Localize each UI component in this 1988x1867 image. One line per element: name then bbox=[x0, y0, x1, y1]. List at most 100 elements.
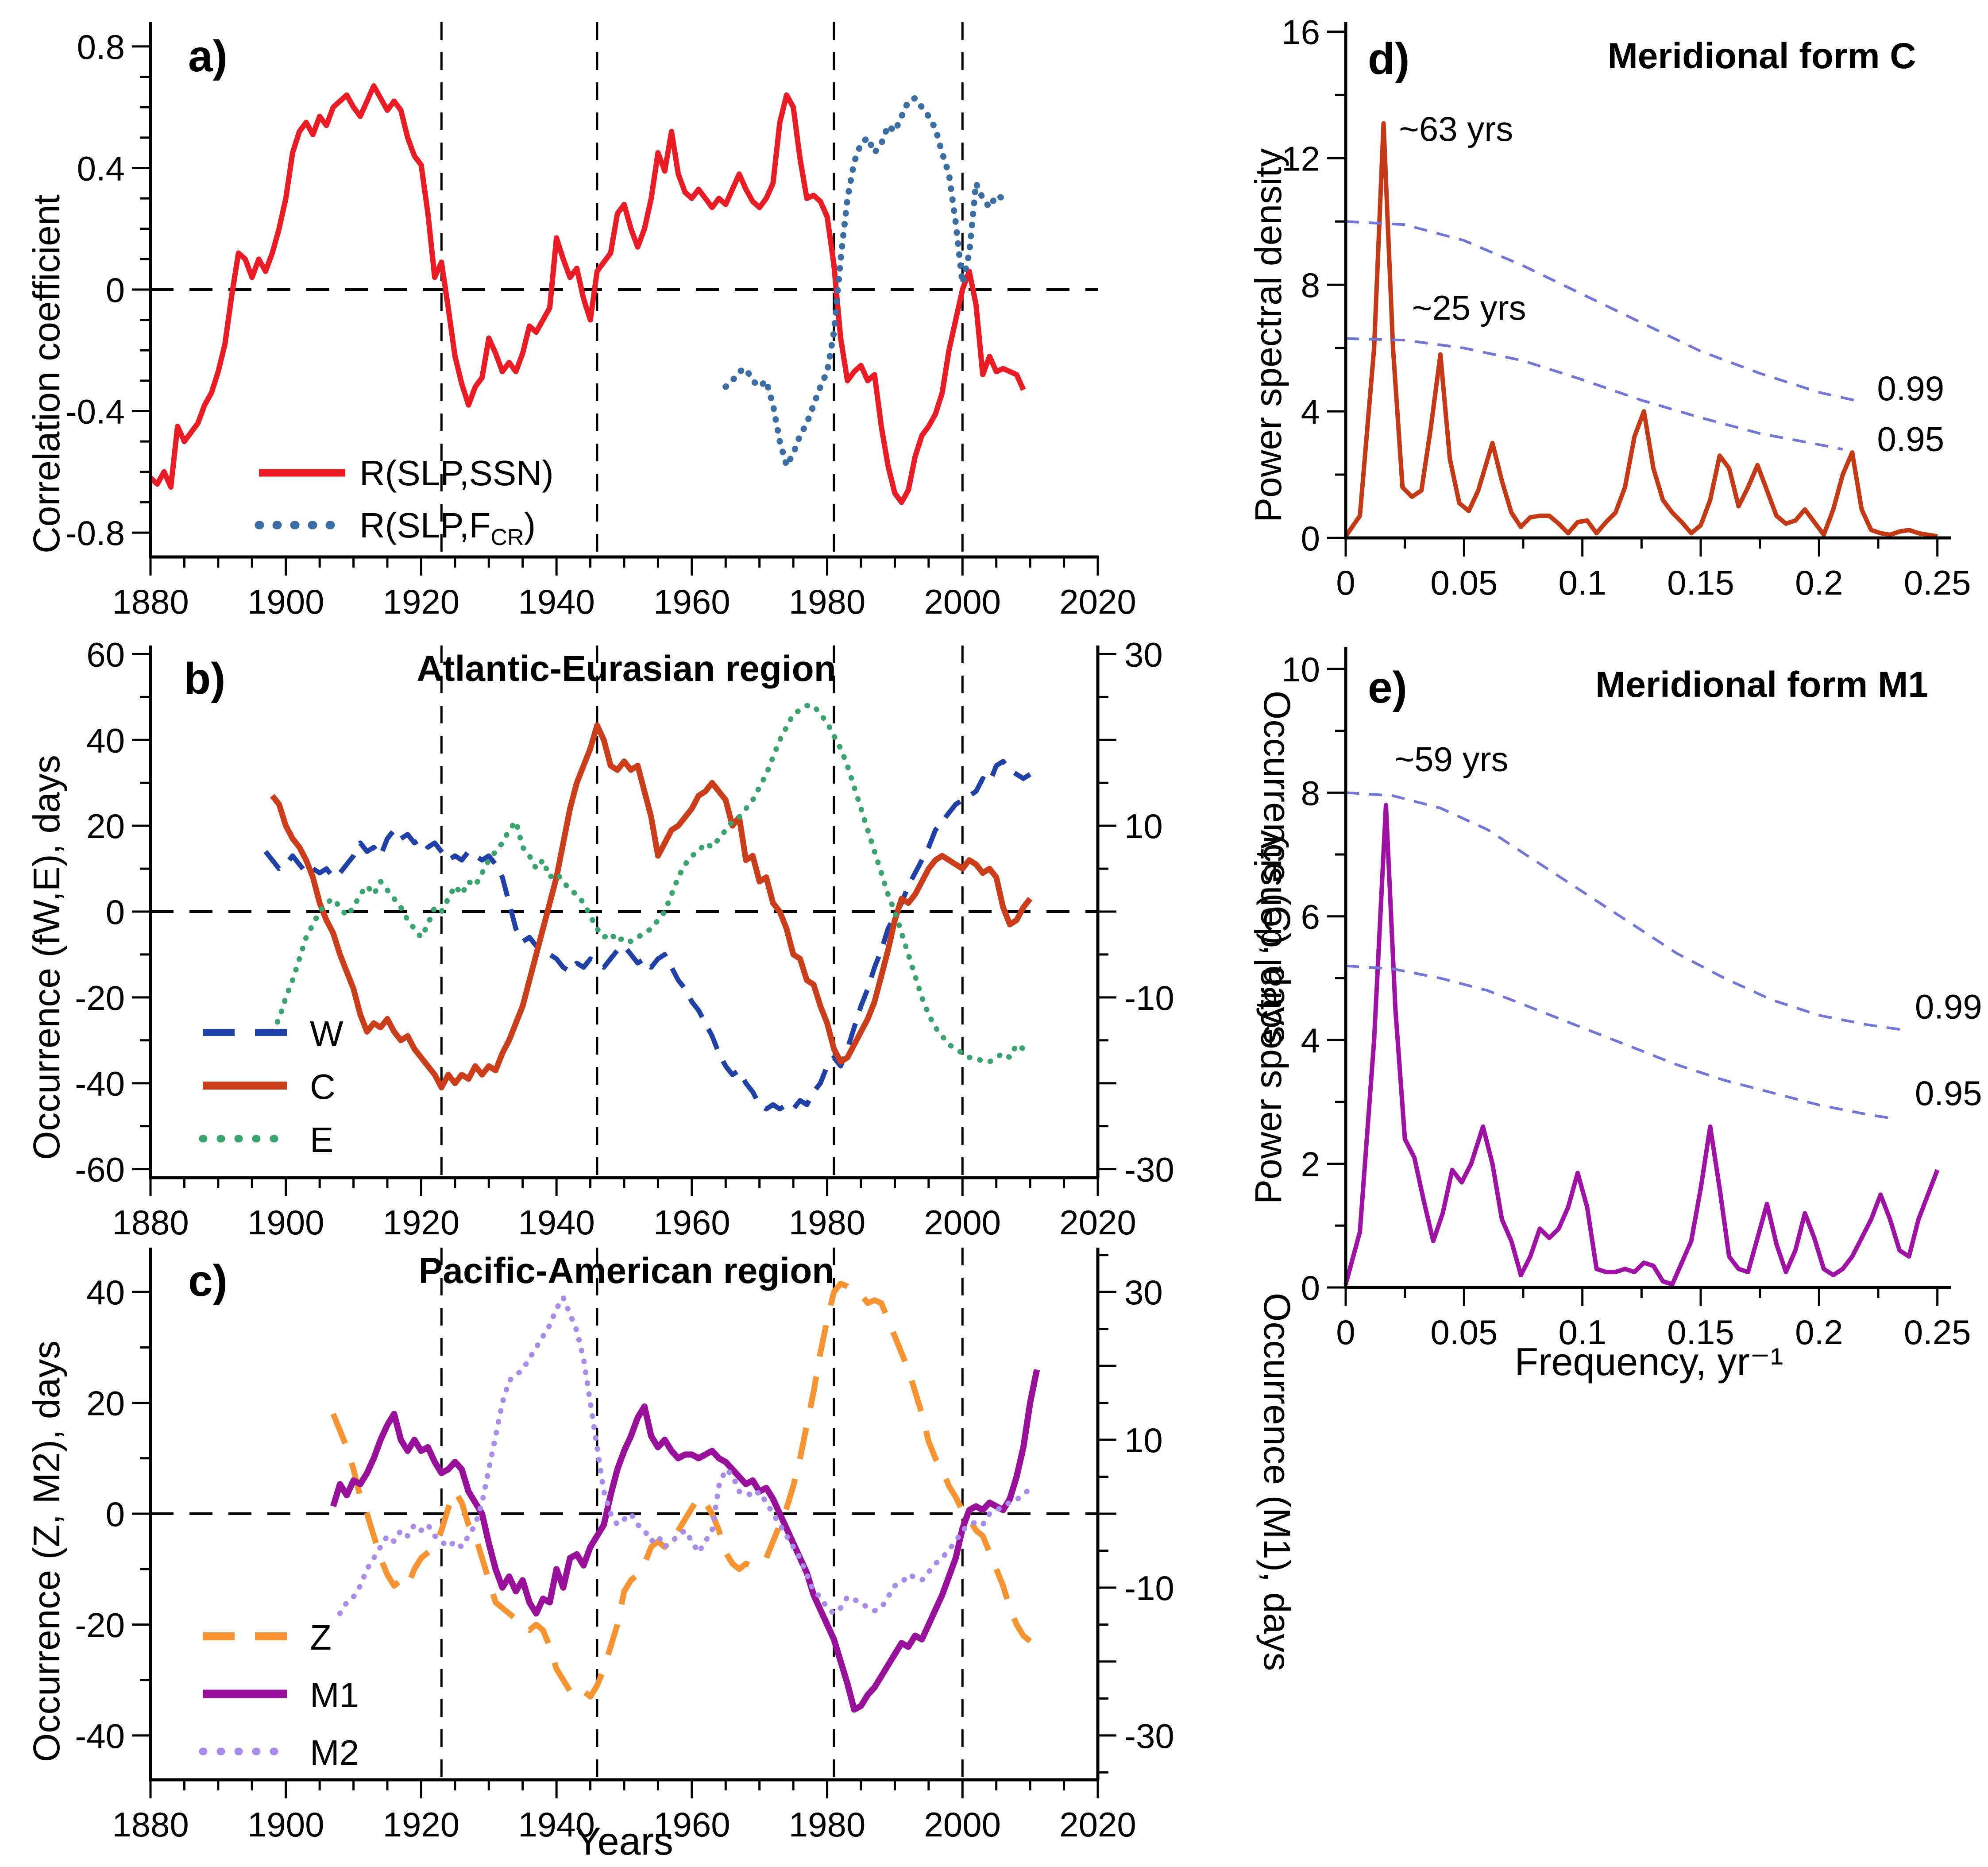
ytick-left-label: 8 bbox=[1301, 266, 1320, 305]
xtick-label: 2020 bbox=[1059, 1805, 1136, 1844]
ytick-right-label: -10 bbox=[1124, 978, 1174, 1017]
xtick-label: 0 bbox=[1336, 1313, 1355, 1352]
legend-a-fcr-post: ) bbox=[524, 506, 536, 545]
panel-d: 0 0.05 0.1 0.15 0.2 0.25 0 4 8 12 16 ~63 yrs ~25 yrs… bbox=[1282, 12, 1971, 602]
panel-c-title: Pacific-American region bbox=[418, 1251, 834, 1291]
xtick-label: 0 bbox=[1336, 563, 1355, 602]
ytick-left-label: 8 bbox=[1301, 773, 1320, 812]
ytick-left-label: 10 bbox=[1282, 650, 1320, 689]
xtick-label: 0.15 bbox=[1667, 1313, 1734, 1352]
ytick-left-label: 0 bbox=[106, 1495, 125, 1534]
annotation-d-0: ~63 yrs bbox=[1399, 109, 1513, 148]
ytick-left-label: 16 bbox=[1282, 12, 1320, 51]
panel-c-letter: c) bbox=[188, 1256, 228, 1306]
series-c-1 bbox=[330, 1369, 1040, 1713]
annotation-d-2: 0.99 bbox=[1877, 369, 1944, 408]
xtick-label: 1940 bbox=[518, 582, 595, 621]
xtick-label: 1960 bbox=[653, 1805, 730, 1844]
panel-d-letter: d) bbox=[1368, 34, 1410, 84]
ytick-right-label: 30 bbox=[1124, 1273, 1163, 1312]
axis-title-e-y: Power spectral density bbox=[1247, 830, 1289, 1204]
legend-b-label-c: C bbox=[310, 1067, 336, 1106]
series-b-2 bbox=[270, 703, 1033, 1065]
ytick-left-label: 12 bbox=[1282, 139, 1320, 178]
xtick-label: 1900 bbox=[247, 1805, 324, 1844]
series-b-1 bbox=[270, 722, 1033, 1090]
xtick-label: 2020 bbox=[1059, 582, 1136, 621]
xtick-label: 1980 bbox=[789, 582, 866, 621]
xtick-label: 1880 bbox=[112, 1805, 189, 1844]
axis-title-c-left: Occurrence (Z, M2), days bbox=[26, 1340, 67, 1762]
ytick-left-label: 6 bbox=[1301, 897, 1320, 936]
axis-title-b-left: Occurrence (fW,E), days bbox=[26, 755, 67, 1160]
xtick-label: 0.05 bbox=[1430, 563, 1498, 602]
panel-a-letter: a) bbox=[188, 31, 228, 81]
axis-title-b-right: Occurrence (C), days bbox=[1256, 691, 1298, 1044]
xtick-label: 1900 bbox=[247, 1203, 324, 1242]
ytick-left-label: 60 bbox=[86, 635, 125, 674]
ytick-left-label: 0 bbox=[1301, 1268, 1320, 1307]
ytick-left-label: 0.8 bbox=[77, 27, 125, 66]
legend-a-fcr-pre: R(SLP,F bbox=[359, 506, 491, 545]
ytick-left-label: 20 bbox=[86, 1384, 125, 1423]
xtick-label: 0.25 bbox=[1904, 1313, 1971, 1352]
panel-e-title: Meridional form M1 bbox=[1595, 665, 1928, 705]
xtick-label: 1920 bbox=[383, 1203, 460, 1242]
annotation-e-1: 0.99 bbox=[1915, 987, 1982, 1026]
series-a-1 bbox=[722, 95, 1006, 469]
axis-title-c-right: Occurrence (M1), days bbox=[1256, 1293, 1298, 1671]
ytick-left-label: -40 bbox=[75, 1064, 125, 1103]
legend-a-label-fcr: R(SLP,FCR) bbox=[359, 505, 536, 551]
ytick-left-label: 0 bbox=[106, 893, 125, 932]
annotation-e-2: 0.95 bbox=[1915, 1074, 1982, 1113]
legend-b-label-e: E bbox=[310, 1120, 334, 1160]
legend-c-label-m1: M1 bbox=[310, 1675, 359, 1715]
annotation-d-3: 0.95 bbox=[1877, 419, 1944, 458]
ytick-left-label: -0.4 bbox=[66, 392, 125, 431]
ytick-left-label: -20 bbox=[75, 978, 125, 1017]
ytick-left-label: 40 bbox=[86, 1273, 125, 1312]
ytick-right-label: 30 bbox=[1124, 635, 1163, 674]
xtick-label: 0.1 bbox=[1558, 1313, 1606, 1352]
ytick-left-label: -60 bbox=[75, 1150, 125, 1189]
ytick-right-label: -30 bbox=[1124, 1150, 1174, 1189]
xtick-label: 1880 bbox=[112, 582, 189, 621]
legend-a-ssn-text: R(SLP,SSN) bbox=[359, 453, 554, 493]
annotation-e-0: ~59 yrs bbox=[1394, 739, 1509, 778]
legend-c-label-m2: M2 bbox=[310, 1733, 359, 1772]
ytick-left-label: 0 bbox=[1301, 519, 1320, 558]
ytick-left-label: 40 bbox=[86, 721, 125, 760]
xtick-label: 0.25 bbox=[1904, 563, 1971, 602]
xtick-label: 0.15 bbox=[1667, 563, 1734, 602]
xtick-label: 1880 bbox=[112, 1203, 189, 1242]
ytick-left-label: 20 bbox=[86, 807, 125, 846]
ytick-right-label: 10 bbox=[1124, 1421, 1163, 1460]
xtick-label: 1980 bbox=[789, 1805, 866, 1844]
ytick-left-label: 4 bbox=[1301, 1021, 1320, 1060]
axis-title-e-x: Frequency, yr⁻¹ bbox=[1514, 1340, 1783, 1384]
xtick-label: 0.1 bbox=[1558, 563, 1606, 602]
panel-d-title: Meridional form C bbox=[1607, 36, 1916, 76]
xtick-label: 0.2 bbox=[1795, 563, 1843, 602]
xtick-label: 0.2 bbox=[1795, 1313, 1843, 1352]
axis-title-a-y: Correlation coefficient bbox=[26, 194, 67, 553]
xtick-label: 1960 bbox=[653, 1203, 730, 1242]
legend-b-label-w: W bbox=[310, 1014, 344, 1053]
axis-title-d-y: Power spectral density bbox=[1247, 148, 1289, 522]
ytick-left-label: -20 bbox=[75, 1605, 125, 1644]
ytick-right-label: -30 bbox=[1124, 1716, 1174, 1755]
series-c-2 bbox=[337, 1295, 1033, 1616]
legend-c-label-z: Z bbox=[310, 1618, 332, 1657]
ytick-left-label: -40 bbox=[75, 1716, 125, 1755]
xtick-label: 2000 bbox=[924, 1805, 1001, 1844]
panel-e: 0 0.05 0.1 0.15 0.2 0.25 0 2 4 6 8 10 ~59 yrs 0.99 0.9… bbox=[1282, 647, 1982, 1352]
legend-a-fcr-sub: CR bbox=[490, 525, 524, 550]
xtick-label: 1960 bbox=[653, 582, 730, 621]
ytick-left-label: -0.8 bbox=[66, 514, 125, 553]
series-d-1 bbox=[1345, 220, 1855, 402]
series-e-1 bbox=[1345, 791, 1909, 1032]
xtick-label: 1900 bbox=[247, 582, 324, 621]
ytick-left-label: 2 bbox=[1301, 1145, 1320, 1184]
